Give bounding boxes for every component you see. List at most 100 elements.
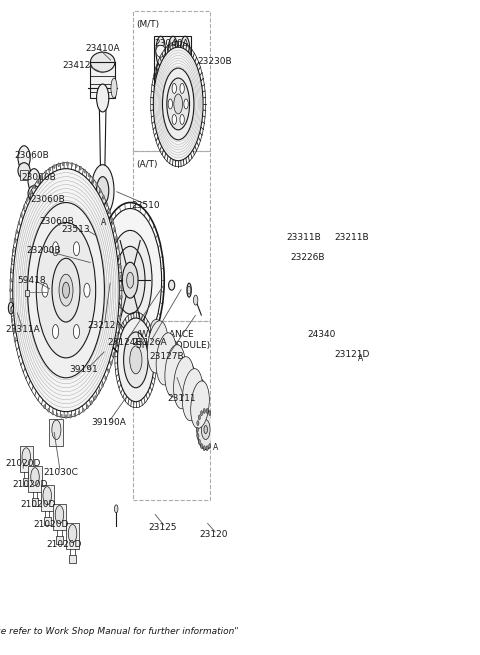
Bar	[90, 62, 115, 98]
Ellipse shape	[156, 70, 166, 82]
Circle shape	[75, 164, 77, 168]
Circle shape	[318, 348, 321, 353]
Text: 23200B: 23200B	[27, 246, 61, 255]
Circle shape	[114, 505, 118, 513]
Circle shape	[92, 178, 94, 181]
Circle shape	[100, 214, 107, 231]
Circle shape	[11, 309, 12, 312]
Bar	[25, 290, 29, 296]
Circle shape	[348, 338, 354, 352]
Circle shape	[332, 219, 360, 282]
Ellipse shape	[168, 280, 175, 290]
Circle shape	[59, 274, 73, 306]
Bar	[133, 321, 210, 500]
Circle shape	[62, 162, 64, 166]
Text: 23212: 23212	[87, 320, 115, 329]
Ellipse shape	[156, 45, 166, 57]
Circle shape	[206, 409, 208, 413]
Circle shape	[119, 255, 120, 259]
Circle shape	[351, 357, 353, 362]
Ellipse shape	[180, 36, 190, 66]
Text: 23121D: 23121D	[334, 350, 370, 360]
Text: A: A	[213, 443, 218, 452]
Circle shape	[73, 325, 80, 339]
Text: 39191: 39191	[69, 365, 98, 374]
Bar	[44, 517, 51, 525]
Circle shape	[102, 383, 103, 387]
Circle shape	[187, 286, 191, 294]
Circle shape	[356, 336, 358, 341]
Circle shape	[48, 408, 49, 412]
Circle shape	[96, 84, 109, 112]
Bar	[23, 478, 30, 486]
Circle shape	[37, 179, 39, 183]
Circle shape	[70, 414, 71, 418]
Circle shape	[213, 434, 215, 439]
Bar	[66, 523, 79, 549]
Circle shape	[42, 283, 48, 297]
Circle shape	[84, 283, 90, 297]
Circle shape	[201, 443, 203, 449]
Circle shape	[115, 343, 117, 348]
Text: 23230B: 23230B	[197, 56, 231, 66]
Circle shape	[80, 166, 82, 170]
Circle shape	[83, 408, 84, 412]
Circle shape	[153, 47, 203, 160]
Circle shape	[108, 369, 109, 373]
Bar	[133, 11, 210, 151]
Circle shape	[10, 288, 12, 292]
Circle shape	[120, 265, 121, 269]
Circle shape	[10, 278, 12, 282]
Circle shape	[21, 213, 23, 217]
Circle shape	[316, 345, 318, 349]
Circle shape	[180, 115, 184, 124]
Ellipse shape	[180, 70, 190, 82]
Ellipse shape	[307, 228, 331, 272]
Circle shape	[204, 426, 207, 434]
Ellipse shape	[192, 377, 208, 408]
Text: 23120: 23120	[200, 530, 228, 538]
Circle shape	[356, 349, 358, 354]
Circle shape	[45, 170, 47, 174]
Circle shape	[328, 326, 330, 331]
Circle shape	[11, 318, 13, 322]
Text: 24340: 24340	[307, 331, 336, 339]
Text: 23211B: 23211B	[334, 233, 369, 242]
Ellipse shape	[166, 339, 182, 370]
Circle shape	[353, 246, 357, 255]
Circle shape	[111, 218, 113, 222]
Circle shape	[316, 320, 318, 326]
Ellipse shape	[28, 169, 40, 193]
Circle shape	[321, 316, 324, 320]
Circle shape	[180, 83, 184, 94]
Circle shape	[26, 198, 28, 202]
Circle shape	[209, 443, 211, 449]
Text: 23410A: 23410A	[85, 44, 120, 52]
Circle shape	[53, 164, 55, 168]
Circle shape	[13, 169, 119, 411]
Circle shape	[344, 329, 358, 361]
Circle shape	[73, 242, 80, 255]
Text: 23060B: 23060B	[30, 195, 65, 204]
Circle shape	[120, 305, 122, 309]
Text: 23126A: 23126A	[132, 339, 167, 347]
Bar	[154, 36, 192, 91]
Circle shape	[30, 191, 32, 195]
Circle shape	[356, 343, 358, 347]
Text: 23127B: 23127B	[150, 352, 184, 362]
Circle shape	[87, 405, 88, 409]
Circle shape	[314, 317, 330, 353]
Text: "Please refer to Work Shop Manual for further information": "Please refer to Work Shop Manual for fu…	[0, 627, 239, 636]
Circle shape	[172, 115, 177, 124]
Text: 39190A: 39190A	[91, 418, 126, 427]
Circle shape	[18, 221, 20, 225]
Ellipse shape	[156, 36, 166, 66]
Bar	[32, 498, 38, 506]
Circle shape	[340, 236, 352, 264]
Ellipse shape	[179, 358, 195, 388]
Circle shape	[84, 169, 85, 173]
Text: (M/T): (M/T)	[136, 20, 159, 29]
Circle shape	[91, 164, 114, 216]
Circle shape	[321, 349, 324, 354]
Ellipse shape	[48, 214, 60, 238]
